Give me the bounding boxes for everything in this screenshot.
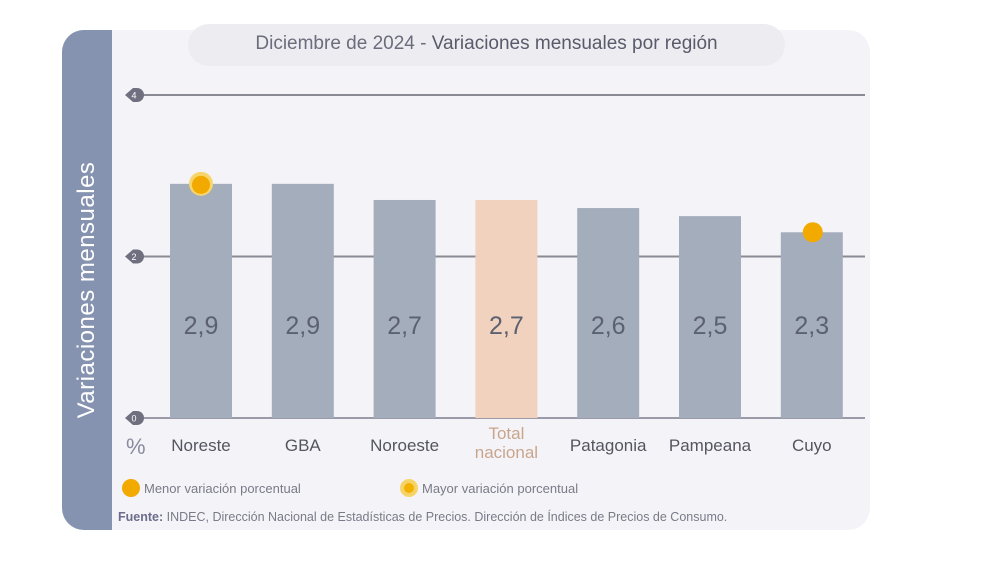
y-tick-label: 4 [131, 91, 136, 101]
bar-value-label: 2,7 [387, 312, 422, 340]
legend-label: Menor variación porcentual [144, 480, 301, 496]
mayor-marker-core [192, 175, 210, 194]
y-tick-marker [125, 249, 145, 264]
mayor-marker-icon [400, 479, 418, 497]
bar [170, 183, 232, 418]
title-separator: - [414, 33, 432, 54]
bar-value-label: 2,9 [285, 312, 320, 340]
y-tick-marker [125, 411, 144, 425]
x-tick-label: Total [488, 424, 524, 443]
y-tick-label: 2 [131, 252, 136, 262]
chart-title: Diciembre de 2024 - Variaciones mensuale… [188, 24, 785, 66]
bar-value-label: 2,3 [794, 312, 829, 340]
y-tick-label: 0 [131, 414, 136, 424]
bar [780, 232, 843, 418]
x-tick-label: Noroeste [370, 436, 439, 455]
bar [577, 208, 640, 418]
y-tick-marker [125, 88, 144, 102]
legend-item-mayor: Mayor variación porcentual [400, 479, 578, 497]
source-note: Fuente: INDEC, Dirección Nacional de Est… [118, 510, 727, 524]
y-axis-band [62, 30, 112, 530]
x-tick-label: Noreste [171, 436, 231, 455]
bar-value-label: 2,5 [693, 312, 728, 340]
x-tick-label: nacional [475, 443, 538, 462]
bar [679, 216, 741, 418]
bar [271, 183, 334, 418]
bar-value-label: 2,7 [489, 312, 524, 340]
x-tick-label: Pampeana [669, 436, 752, 455]
y-unit-label: % [126, 434, 146, 459]
bar-value-label: 2,9 [184, 312, 219, 340]
menor-marker [802, 222, 823, 243]
legend-label: Mayor variación porcentual [422, 480, 579, 496]
source-label: Fuente: [118, 510, 164, 524]
bar-value-label: 2,6 [591, 312, 626, 340]
source-text: INDEC, Dirección Nacional de Estadística… [163, 510, 728, 524]
x-tick-label: Cuyo [792, 436, 832, 455]
title-date: Diciembre de 2024 [255, 33, 415, 54]
legend-item-menor: Menor variación porcentual [122, 479, 301, 497]
bar [475, 199, 538, 418]
x-tick-label: Patagonia [570, 436, 647, 455]
menor-marker-icon [122, 479, 140, 497]
title-main: Variaciones mensuales por región [431, 33, 718, 54]
x-tick-label: GBA [285, 436, 322, 455]
bar [373, 199, 436, 418]
